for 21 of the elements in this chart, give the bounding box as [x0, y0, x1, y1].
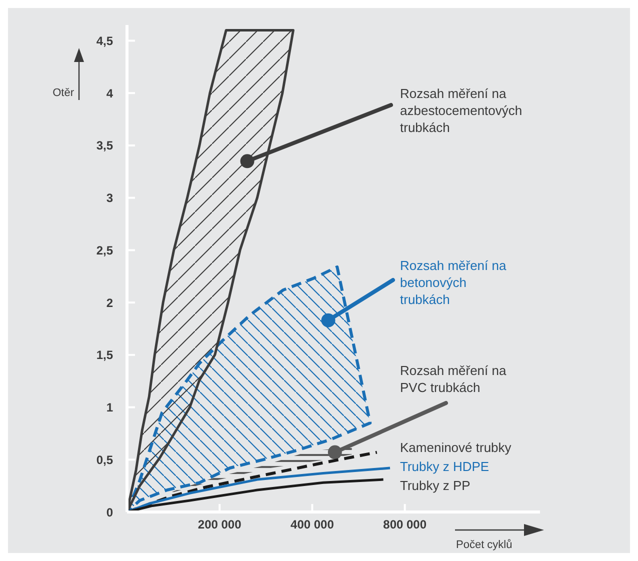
- y-tick-label: 3,5: [96, 138, 114, 153]
- annotation: Rozsah měření na PVC trubkách: [400, 363, 507, 395]
- x-tick-label: 800 000: [383, 518, 427, 532]
- y-tick-label: 2: [106, 296, 114, 310]
- series-label: Kameninové trubky: [400, 440, 512, 455]
- x-tick-label: 400 000: [290, 518, 334, 532]
- y-tick-label: 3: [106, 191, 114, 206]
- y-tick-label: 1,5: [96, 348, 114, 362]
- y-axis-title: Otěr: [52, 87, 74, 99]
- y-tick-label: 0,5: [96, 452, 114, 467]
- y-tick-label: 0: [106, 505, 114, 520]
- series-label: Trubky z PP: [400, 478, 470, 493]
- y-tick-label: 1: [106, 400, 114, 415]
- annotation: Rozsah měření na betonových trubkách: [400, 258, 507, 307]
- y-tick-label: 4: [106, 86, 114, 100]
- x-tick-label: 200 000: [198, 518, 242, 532]
- y-tick-label: 2,5: [96, 243, 114, 258]
- y-tick-label: 4,5: [96, 34, 114, 48]
- x-axis-title: Počet cyklů: [456, 539, 512, 551]
- annotation: Rozsah měření na azbestocementových trubkách: [400, 86, 522, 135]
- series-label: Trubky z HDPE: [400, 459, 490, 474]
